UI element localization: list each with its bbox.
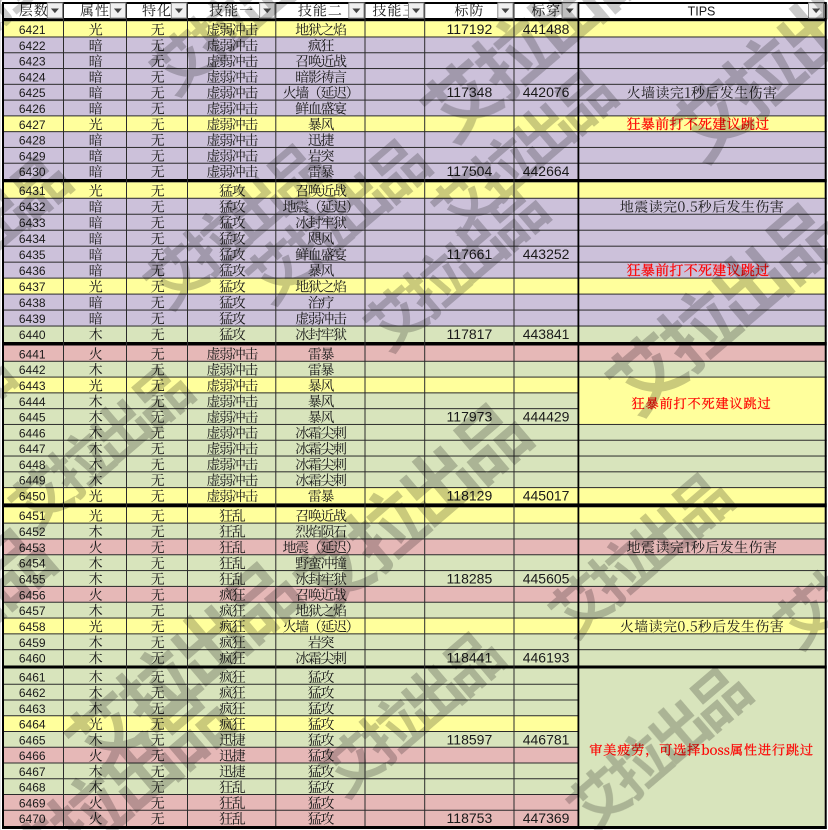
svg-text:6443: 6443 [19,379,46,393]
svg-text:117192: 117192 [447,21,493,37]
svg-text:6459: 6459 [19,636,46,650]
svg-text:6434: 6434 [19,232,46,246]
svg-text:6462: 6462 [19,686,46,700]
svg-text:6444: 6444 [19,395,46,409]
svg-text:6468: 6468 [19,781,46,795]
svg-text:6463: 6463 [19,702,46,716]
svg-text:6426: 6426 [19,102,46,116]
svg-text:6440: 6440 [19,328,46,342]
svg-text:6464: 6464 [19,718,46,732]
svg-text:6447: 6447 [19,442,46,456]
svg-text:446193: 446193 [523,650,570,666]
svg-text:6465: 6465 [19,733,46,747]
svg-text:6435: 6435 [19,248,46,262]
svg-text:6460: 6460 [19,652,46,666]
svg-text:118753: 118753 [447,810,493,826]
svg-text:6421: 6421 [19,23,46,37]
svg-text:6469: 6469 [19,796,46,810]
svg-text:6427: 6427 [19,118,46,132]
svg-text:443252: 443252 [523,246,570,262]
svg-text:6458: 6458 [19,620,46,634]
svg-text:6424: 6424 [19,70,46,84]
svg-text:6461: 6461 [19,670,46,684]
svg-text:6428: 6428 [19,134,46,148]
svg-text:6436: 6436 [19,264,46,278]
svg-text:446781: 446781 [523,731,570,747]
svg-text:6437: 6437 [19,280,46,294]
svg-text:6423: 6423 [19,55,46,69]
svg-text:6445: 6445 [19,411,46,425]
svg-text:443841: 443841 [523,326,570,342]
svg-text:441488: 441488 [523,21,570,37]
svg-text:6451: 6451 [19,509,46,523]
svg-text:118597: 118597 [447,731,493,747]
svg-text:TIPS: TIPS [688,4,716,18]
svg-text:6438: 6438 [19,296,46,310]
svg-text:118285: 118285 [447,571,493,587]
svg-text:6422: 6422 [19,39,46,53]
svg-text:6441: 6441 [19,347,46,361]
svg-text:445017: 445017 [523,488,570,504]
svg-text:447369: 447369 [523,810,570,826]
svg-text:6425: 6425 [19,86,46,100]
svg-text:6467: 6467 [19,765,46,779]
svg-text:445605: 445605 [523,571,570,587]
svg-text:444429: 444429 [523,409,570,425]
svg-text:6448: 6448 [19,458,46,472]
svg-text:6446: 6446 [19,426,46,440]
svg-text:6442: 6442 [19,363,46,377]
svg-text:117817: 117817 [447,326,493,342]
svg-text:6457: 6457 [19,604,46,618]
svg-text:6439: 6439 [19,312,46,326]
svg-text:6466: 6466 [19,749,46,763]
